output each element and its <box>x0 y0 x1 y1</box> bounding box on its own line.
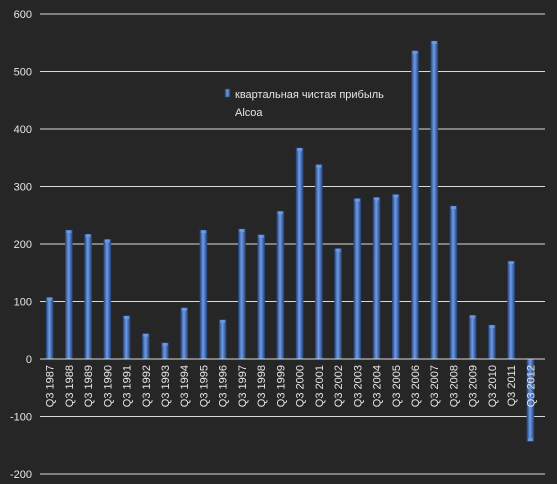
y-tick-label: 200 <box>14 239 32 251</box>
bar <box>411 50 419 360</box>
bar <box>218 319 227 360</box>
y-tick-label: -200 <box>10 469 32 481</box>
bar-cap <box>508 261 514 265</box>
legend-label-line-2: Alcoa <box>235 107 263 119</box>
bar-cap <box>181 307 187 311</box>
bar-cap <box>85 234 91 238</box>
bar-cap <box>104 239 110 243</box>
bar-cap <box>393 194 399 198</box>
x-tick-label: Q3 1991 <box>122 365 134 407</box>
x-tick-label: Q3 1989 <box>83 365 95 407</box>
bars <box>45 40 535 442</box>
bar <box>449 205 458 360</box>
bar-cap <box>239 229 245 233</box>
bar-cap <box>374 197 380 201</box>
bar-cap <box>431 41 437 45</box>
bar <box>315 164 323 360</box>
x-tick-label: Q3 1997 <box>237 365 249 407</box>
y-tick-label: 100 <box>14 297 32 309</box>
bar-cap <box>354 198 360 202</box>
x-tick-label: Q3 2011 <box>506 365 518 406</box>
bar <box>334 248 342 360</box>
bar-cap <box>66 230 72 234</box>
bar <box>257 234 265 360</box>
y-tick-label: -100 <box>10 412 32 424</box>
x-tick-label: Q3 1990 <box>102 365 114 407</box>
bar-cap <box>489 325 495 329</box>
x-tick-label: Q3 2002 <box>333 365 345 407</box>
bar-cap <box>258 234 264 238</box>
x-axis: Q3 1987 Q3 1988 Q3 1989 Q3 1990 Q3 1991 Q3 19… <box>45 365 538 407</box>
y-tick-label: 600 <box>14 9 32 21</box>
x-tick-label: Q3 1998 <box>256 365 268 407</box>
x-tick-label: Q3 2003 <box>352 365 364 407</box>
bar-cap <box>412 50 418 54</box>
bar-cap <box>450 206 456 210</box>
x-tick-label: Q3 2005 <box>391 365 403 407</box>
bar-cap <box>470 315 476 319</box>
x-tick-label: Q3 1999 <box>275 365 287 407</box>
bar-cap <box>162 342 168 346</box>
legend-label-line-1: квартальная чистая прибыль <box>235 89 384 101</box>
bar <box>84 233 92 360</box>
bar-cap <box>335 248 341 252</box>
x-tick-label: Q3 2006 <box>410 365 422 407</box>
bar <box>45 297 54 360</box>
x-tick-label: Q3 1992 <box>141 365 153 407</box>
legend: квартальная чистая прибыль Alcoa <box>224 88 384 119</box>
x-tick-label: Q3 1994 <box>179 365 191 407</box>
legend-swatch <box>224 88 231 98</box>
x-tick-label: Q3 1995 <box>198 365 210 407</box>
x-tick-label: Q3 2004 <box>372 365 384 407</box>
bar <box>122 315 131 360</box>
x-tick-label: Q3 1993 <box>160 365 172 407</box>
bar-cap <box>220 319 226 323</box>
y-tick-label: 300 <box>14 182 32 194</box>
y-tick-label: 0 <box>26 354 32 366</box>
legend-marker <box>224 88 231 98</box>
y-tick-label: 400 <box>14 124 32 136</box>
x-tick-label: Q3 2001 <box>314 365 326 407</box>
bar <box>391 194 400 360</box>
bar <box>507 260 515 360</box>
x-tick-label: Q3 1987 <box>45 365 57 407</box>
x-tick-label: Q3 1988 <box>64 365 76 407</box>
bar <box>103 239 112 360</box>
y-axis: -200 -100 0 100 200 300 400 500 600 <box>10 9 545 481</box>
x-tick-label: Q3 1996 <box>218 365 230 407</box>
bar-cap <box>124 315 130 319</box>
bar <box>353 198 362 360</box>
x-tick-label: Q3 2008 <box>448 365 460 407</box>
x-tick-label: Q3 2009 <box>468 365 480 407</box>
bar-cap <box>47 297 53 301</box>
bar <box>372 197 381 360</box>
bar <box>141 333 150 360</box>
x-tick-label: Q3 2007 <box>429 365 441 407</box>
bar-cap <box>297 147 303 151</box>
bar <box>65 229 73 360</box>
bar <box>468 314 477 360</box>
bar <box>430 40 439 360</box>
bar-cap <box>527 438 533 442</box>
bar <box>276 210 285 360</box>
bar <box>488 324 496 360</box>
y-tick-label: 500 <box>14 67 32 79</box>
bar-cap <box>316 164 322 168</box>
bar-cap <box>277 211 283 215</box>
bar-cap <box>143 333 149 337</box>
bar <box>295 147 304 360</box>
bar-cap <box>200 230 206 234</box>
bar <box>180 307 189 360</box>
x-tick-label: Q3 2000 <box>295 365 307 407</box>
bar <box>238 228 246 360</box>
x-tick-label: Q3 2012 <box>525 365 537 407</box>
bar <box>199 229 208 360</box>
x-tick-label: Q3 2010 <box>487 365 499 407</box>
